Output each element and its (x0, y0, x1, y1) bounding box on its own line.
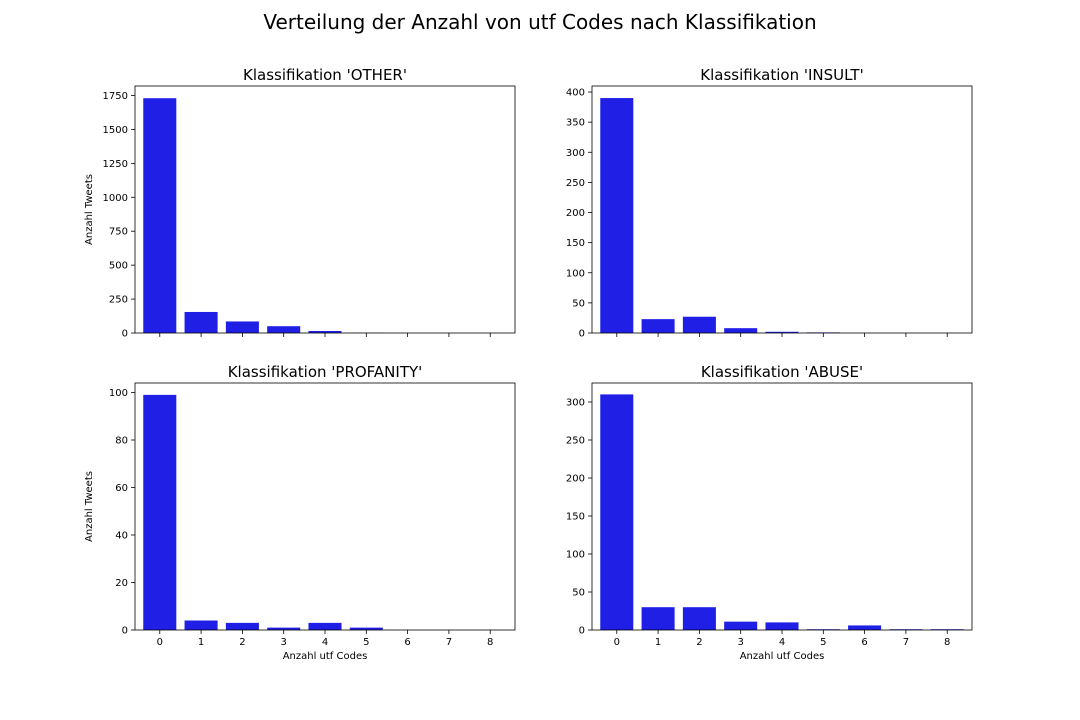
x-axis-label: Anzahl utf Codes (283, 651, 368, 662)
x-tick-label: 4 (779, 637, 785, 648)
subplot-1: Klassifikation 'OTHER' 0 250 500 750 1000 1250… (84, 66, 516, 340)
subplot-title: Klassifikation 'OTHER' (243, 66, 407, 84)
y-tick-label: 300 (566, 148, 585, 159)
x-tick-label: 2 (696, 637, 702, 648)
bar (724, 328, 758, 333)
y-tick-label: 350 (566, 118, 585, 129)
x-tick-label: 7 (903, 637, 909, 648)
y-tick-label: 0 (579, 626, 585, 637)
bar (848, 625, 882, 630)
bar (308, 330, 342, 333)
bar (225, 622, 259, 630)
y-tick-label: 250 (566, 178, 585, 189)
y-tick-label: 750 (109, 227, 128, 238)
y-tick-label: 40 (115, 531, 128, 542)
y-tick-label: 1250 (103, 159, 128, 170)
x-tick-label: 5 (820, 637, 826, 648)
subplot-4: Klassifikation 'ABUSE'050100150200250300… (566, 363, 973, 662)
x-tick-label: 5 (363, 637, 369, 648)
y-tick-label: 500 (109, 261, 128, 272)
y-tick-label: 150 (566, 512, 585, 523)
x-axis-label: Anzahl utf Codes (740, 651, 825, 662)
y-tick-label: 250 (566, 436, 585, 447)
y-tick-label: 0 (122, 626, 128, 637)
bar (143, 98, 177, 333)
subplot-title: Klassifikation 'PROFANITY' (228, 363, 423, 381)
bar (225, 321, 259, 333)
bar (600, 394, 634, 630)
y-tick-label: 200 (566, 474, 585, 485)
bar (765, 622, 799, 630)
bar (184, 311, 218, 333)
y-tick-label: 0 (122, 329, 128, 340)
y-axis-label: Anzahl Tweets (84, 174, 95, 245)
bar (143, 394, 177, 630)
bar (308, 622, 342, 630)
x-tick-label: 1 (198, 637, 204, 648)
y-tick-label: 100 (566, 268, 585, 279)
subplot-grid: Klassifikation 'OTHER'025050075010001250… (84, 66, 973, 662)
x-tick-label: 6 (404, 637, 410, 648)
bar (349, 627, 383, 630)
y-tick-label: 250 (109, 295, 128, 306)
bar (184, 620, 218, 630)
x-tick-label: 3 (738, 637, 744, 648)
plot-frame (134, 382, 516, 631)
bar (600, 98, 634, 333)
y-tick-label: 60 (115, 483, 128, 494)
bar (724, 621, 758, 630)
x-tick-label: 3 (281, 637, 287, 648)
y-tick-label: 400 (566, 88, 585, 99)
x-tick-label: 2 (239, 637, 245, 648)
y-tick-label: 80 (115, 436, 128, 447)
subplot-title: Klassifikation 'INSULT' (700, 66, 863, 84)
figure-title: Verteilung der Anzahl von utf Codes nach… (263, 10, 816, 34)
y-axis-label: Anzahl Tweets (84, 471, 95, 542)
y-tick-label: 50 (572, 298, 585, 309)
subplot-2: Klassifikation 'INSULT' 0 50 100 150 200 250 30… (566, 66, 973, 340)
bar (765, 331, 799, 333)
plot-frame (591, 85, 973, 334)
y-tick-label: 150 (566, 238, 585, 249)
y-tick-label: 20 (115, 578, 128, 589)
x-tick-label: 0 (157, 637, 163, 648)
subplot-title: Klassifikation 'ABUSE' (701, 363, 863, 381)
plot-frame (591, 382, 973, 631)
bar (641, 319, 675, 333)
y-tick-label: 1000 (103, 193, 128, 204)
y-tick-label: 1750 (103, 91, 128, 102)
bar (267, 627, 301, 630)
y-tick-label: 50 (572, 588, 585, 599)
x-tick-label: 6 (861, 637, 867, 648)
subplot-3: Klassifikation 'PROFANITY' 0 20 40 60 80 100 0 1… (84, 363, 516, 662)
x-tick-label: 4 (322, 637, 328, 648)
x-tick-label: 8 (487, 637, 493, 648)
x-tick-label: 8 (944, 637, 950, 648)
y-tick-label: 1500 (103, 125, 128, 136)
y-tick-label: 200 (566, 208, 585, 219)
y-tick-label: 0 (579, 329, 585, 340)
y-tick-label: 300 (566, 398, 585, 409)
bar (267, 326, 301, 333)
x-tick-label: 7 (446, 637, 452, 648)
x-tick-label: 0 (614, 637, 620, 648)
plot-frame (134, 85, 516, 334)
x-tick-label: 1 (655, 637, 661, 648)
y-tick-label: 100 (109, 388, 128, 399)
bar (682, 607, 716, 630)
bar (682, 316, 716, 333)
bar (641, 607, 675, 630)
y-tick-label: 100 (566, 550, 585, 561)
